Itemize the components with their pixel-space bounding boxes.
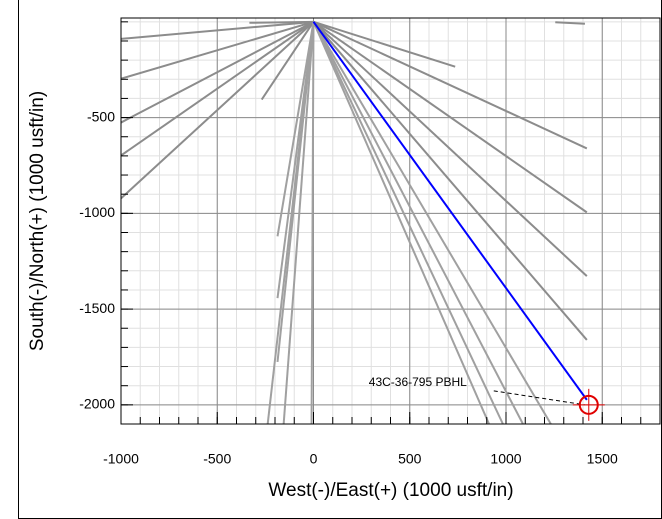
well-path — [121, 21, 315, 200]
y-tick-label: -500 — [87, 108, 115, 124]
y-tick-label: -2000 — [79, 396, 115, 412]
well-path — [312, 21, 588, 214]
x-tick-label: 1000 — [490, 451, 521, 467]
plot-area — [121, 18, 660, 424]
well-path — [312, 21, 552, 424]
x-tick-label: 1500 — [587, 451, 618, 467]
well-path — [266, 21, 315, 424]
label-leader — [493, 390, 585, 406]
well-path — [121, 20, 314, 40]
well-path — [312, 21, 588, 341]
y-tick-label: -1500 — [79, 300, 115, 316]
x-tick-label: -1000 — [103, 451, 139, 467]
well-path — [555, 21, 585, 25]
well-path — [249, 20, 314, 24]
well-path — [312, 21, 524, 424]
well-path — [310, 21, 315, 424]
well-path — [276, 21, 315, 237]
frame — [18, 0, 662, 519]
well-path — [121, 20, 314, 80]
well-path — [121, 21, 315, 157]
well-path — [312, 21, 490, 424]
x-tick-label: 0 — [310, 451, 318, 467]
well-path — [312, 21, 504, 424]
well-path — [313, 20, 456, 68]
x-tick-label: 500 — [398, 451, 422, 467]
well-path — [313, 20, 588, 150]
well-path — [260, 21, 315, 101]
well-path — [121, 20, 314, 124]
y-axis-title: South(-)/North(+) (1000 usft/in) — [27, 91, 48, 351]
y-tick-label: -1000 — [79, 204, 115, 220]
target-label: 43C-36-795 PBHL — [369, 375, 467, 389]
x-tick-label: -500 — [203, 451, 231, 467]
well-path — [312, 21, 588, 277]
well-path — [312, 21, 588, 401]
x-axis-title: West(-)/East(+) (1000 usft/in) — [268, 480, 513, 501]
plot-border — [120, 17, 661, 425]
well-path — [282, 21, 315, 424]
